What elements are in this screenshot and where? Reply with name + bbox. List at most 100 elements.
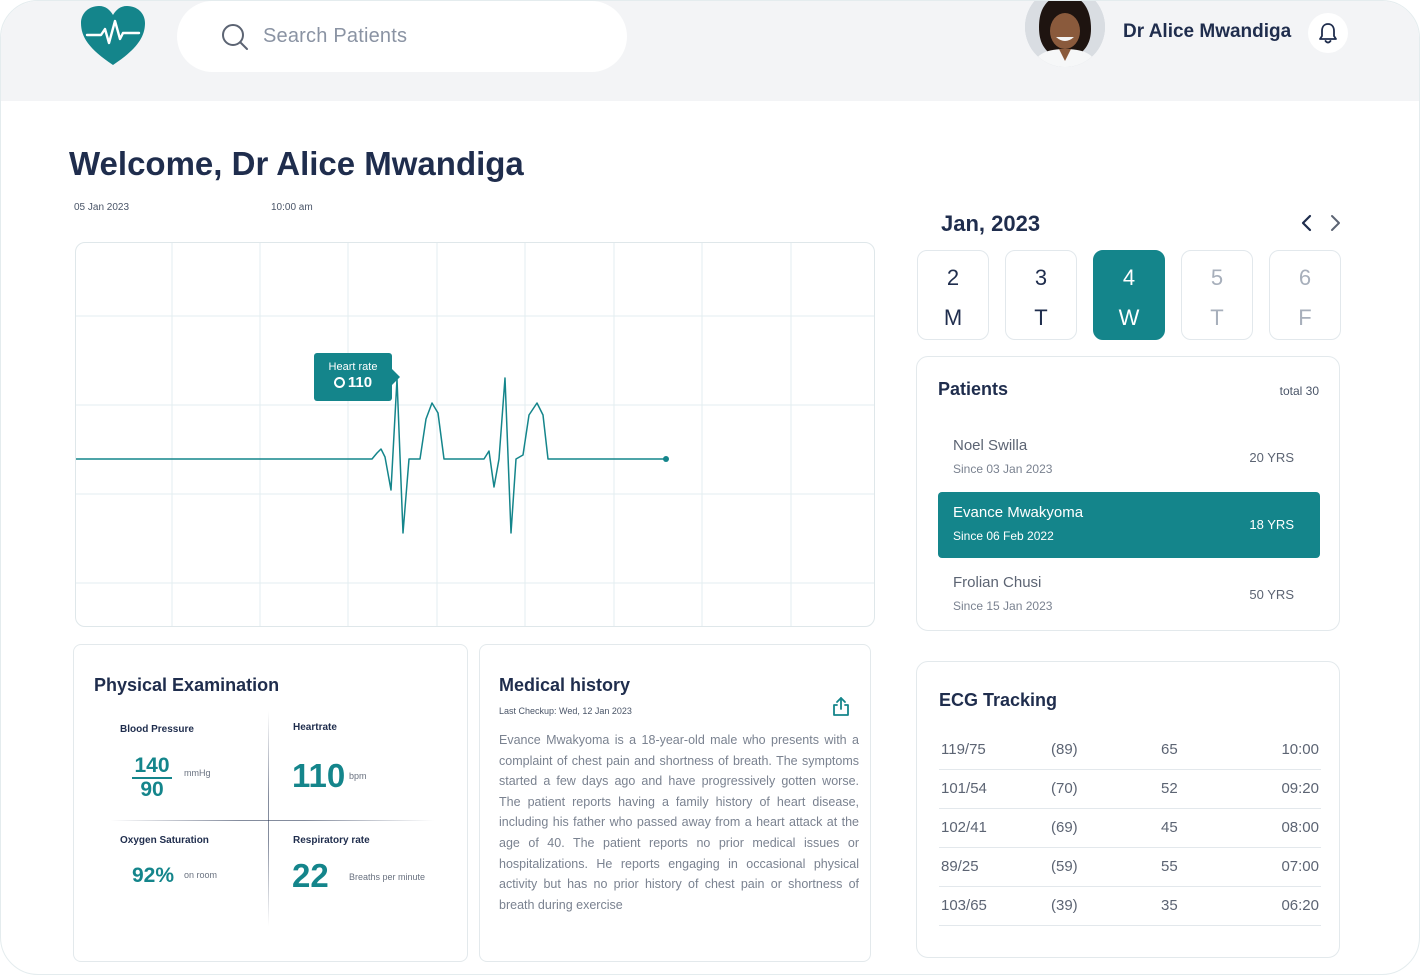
patient-since: Since 03 Jan 2023 [953,462,1053,476]
patients-total: total 30 [1279,384,1319,398]
ecg-time: 10:00 [1281,741,1319,758]
heart-logo-icon[interactable] [79,5,147,67]
day-name: M [943,305,963,330]
ecg-bp: 103/65 [941,897,987,914]
search-input[interactable]: Search Patients [263,25,408,47]
ecg-bp: 101/54 [941,780,987,797]
patient-row[interactable]: Noel Swilla Since 03 Jan 2023 20 YRS [938,425,1320,491]
oxygen-label: Oxygen Saturation [120,835,209,846]
patient-age: 18 YRS [1249,517,1294,532]
patient-name: Evance Mwakyoma [953,504,1084,521]
search-bar[interactable]: Search Patients [177,1,627,72]
calendar-day-selected[interactable]: 4 W [1093,250,1165,340]
bp-systolic: 140 [132,755,172,779]
ecg-map: (59) [1051,858,1078,875]
table-row: 119/75 (89) 65 10:00 [939,731,1321,770]
avatar[interactable] [1025,1,1105,67]
medical-history-text: Evance Mwakyoma is a 18-year-old male wh… [499,733,859,912]
heart-rate-tooltip: Heart rate 110 [314,353,400,401]
heart-rate-chart [75,242,875,627]
patient-since: Since 15 Jan 2023 [953,599,1053,613]
divider-horizontal [110,820,434,821]
heart-circle-icon [333,377,345,388]
next-month-button[interactable] [1325,211,1347,235]
tooltip-label: Heart rate [328,361,378,373]
ecg-hr: 55 [1161,858,1178,875]
patient-age: 50 YRS [1249,587,1294,602]
ecg-graph [76,243,874,626]
tooltip-value: 110 [347,374,373,391]
day-number: 5 [1210,265,1224,290]
ecg-time: 07:00 [1281,858,1319,875]
last-checkup: Last Checkup: Wed, 12 Jan 2023 [499,706,632,716]
heartrate-value: 110 [292,757,346,794]
oxygen-value: 92% [132,864,175,887]
day-number: 4 [1122,265,1136,290]
chevron-left-icon [1301,214,1312,232]
ecg-map: (70) [1051,780,1078,797]
day-number: 3 [1034,265,1048,290]
physical-title: Physical Examination [94,675,280,695]
divider-vertical [268,711,269,926]
page-title: Welcome, Dr Alice Mwandiga [69,145,524,182]
table-row: 103/65 (39) 35 06:20 [939,887,1321,926]
table-row: 102/41 (69) 45 08:00 [939,809,1321,848]
medical-history-card: Medical history Last Checkup: Wed, 12 Ja… [479,644,871,962]
patient-row-selected[interactable]: Evance Mwakyoma Since 06 Feb 2022 18 YRS [938,492,1320,558]
current-time: 10:00 am [271,202,313,213]
bp-label: Blood Pressure [120,724,194,735]
heartrate-unit: bpm [349,771,367,781]
ecg-hr: 52 [1161,780,1178,797]
ecg-time: 08:00 [1281,819,1319,836]
current-date: 05 Jan 2023 [74,202,130,213]
day-name: F [1298,305,1312,330]
tooltip-value-wrap: 110 [314,374,392,391]
respiratory-value: 22 [292,857,329,894]
respiratory-label: Respiratory rate [293,835,370,846]
ecg-map: (89) [1051,741,1078,758]
heart-rate-end-dot [663,456,669,462]
ecg-bp: 119/75 [941,741,986,758]
oxygen-unit: on room [184,870,218,880]
ecg-time: 09:20 [1281,780,1319,797]
share-icon[interactable] [830,696,852,718]
prev-month-button[interactable] [1295,211,1317,235]
ecg-time: 06:20 [1281,897,1319,914]
bp-diastolic: 90 [140,778,164,801]
patient-row[interactable]: Frolian Chusi Since 15 Jan 2023 50 YRS [938,562,1320,628]
day-number: 2 [946,265,960,290]
patient-name: Frolian Chusi [953,574,1042,591]
calendar-day[interactable]: 5 T [1181,250,1253,340]
heart-rate-line [76,377,666,534]
heartrate-label: Heartrate [293,722,337,733]
ecg-tracking-card: ECG Tracking 119/75 (89) 65 10:00 101/54… [916,661,1340,958]
bell-icon [1319,23,1337,44]
patient-age: 20 YRS [1249,450,1294,465]
calendar-day[interactable]: 2 M [917,250,989,340]
table-row: 101/54 (70) 52 09:20 [939,770,1321,809]
ecg-bp: 89/25 [941,858,979,875]
day-name: T [1210,305,1224,330]
physical-examination-card: Physical Examination Blood Pressure 140 … [73,644,468,962]
ecg-map: (69) [1051,819,1078,836]
calendar-day[interactable]: 6 F [1269,250,1341,340]
patients-title: Patients [938,379,1009,399]
patient-name: Noel Swilla [953,437,1028,454]
patient-since: Since 06 Feb 2022 [953,529,1054,543]
calendar-month: Jan, 2023 [941,211,1041,236]
notification-button[interactable] [1308,13,1348,53]
calendar-day[interactable]: 3 T [1005,250,1077,340]
ecg-bp: 102/41 [941,819,987,836]
respiratory-unit: Breaths per minute [349,872,426,882]
medical-title: Medical history [499,675,631,695]
ecg-hr: 65 [1161,741,1178,758]
patients-card: Patients total 30 Noel Swilla Since 03 J… [916,356,1340,631]
day-number: 6 [1298,265,1312,290]
table-row: 89/25 (59) 55 07:00 [939,848,1321,887]
bp-unit: mmHg [184,768,211,778]
search-icon [222,23,248,50]
doctor-name: Dr Alice Mwandiga [1123,21,1292,42]
ecg-title: ECG Tracking [939,690,1058,710]
day-name: W [1118,305,1140,330]
